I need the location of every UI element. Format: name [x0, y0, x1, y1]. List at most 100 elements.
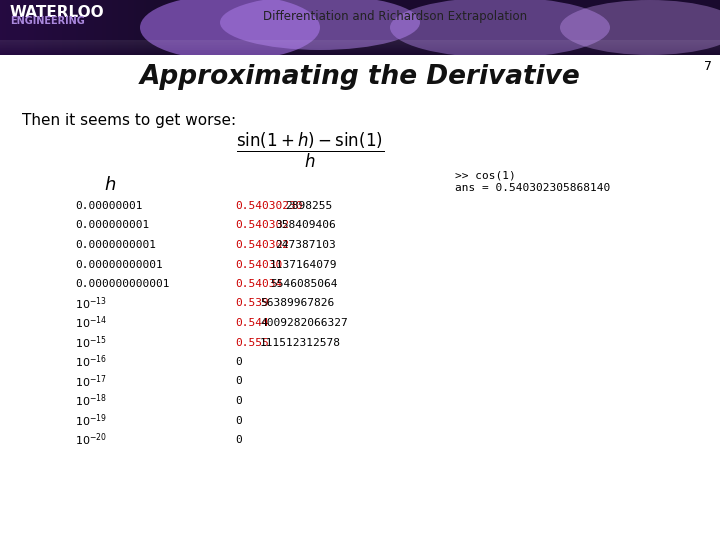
Text: $10^{-13}$: $10^{-13}$ — [75, 295, 107, 312]
Bar — [74, 0, 76, 55]
Bar — [148, 0, 150, 55]
Bar — [154, 0, 156, 55]
Bar — [0, 52, 720, 53]
Bar — [0, 43, 720, 44]
Bar — [52, 0, 54, 55]
Text: 0.54030230: 0.54030230 — [235, 201, 302, 211]
Text: 0.00000001: 0.00000001 — [75, 201, 143, 211]
Ellipse shape — [140, 0, 320, 60]
Text: 247387103: 247387103 — [275, 240, 336, 250]
Text: Then it seems to get worse:: Then it seems to get worse: — [22, 112, 236, 127]
Bar — [114, 0, 116, 55]
Bar — [94, 0, 96, 55]
Bar — [30, 0, 32, 55]
Text: ENGINEERING: ENGINEERING — [10, 16, 85, 26]
Bar — [128, 0, 130, 55]
Bar — [0, 49, 720, 50]
Bar — [8, 0, 10, 55]
Bar — [14, 0, 16, 55]
Text: $10^{-15}$: $10^{-15}$ — [75, 334, 107, 351]
Bar — [48, 0, 50, 55]
Bar — [64, 0, 66, 55]
Text: 0.544: 0.544 — [235, 318, 269, 328]
Bar — [10, 0, 12, 55]
Bar — [82, 0, 84, 55]
Bar — [68, 0, 70, 55]
Bar — [38, 0, 40, 55]
Bar — [98, 0, 100, 55]
Ellipse shape — [220, 0, 420, 50]
Bar — [66, 0, 68, 55]
Text: 0.000000000001: 0.000000000001 — [75, 279, 169, 289]
Text: 0: 0 — [235, 357, 242, 367]
Bar — [4, 0, 6, 55]
Text: $10^{-20}$: $10^{-20}$ — [75, 431, 107, 448]
Text: 0: 0 — [235, 415, 242, 426]
Bar — [36, 0, 38, 55]
Bar — [0, 55, 720, 540]
Bar — [50, 0, 52, 55]
Text: $10^{-14}$: $10^{-14}$ — [75, 315, 107, 332]
Bar — [152, 0, 154, 55]
Text: 0: 0 — [235, 376, 242, 387]
Bar — [146, 0, 148, 55]
Bar — [24, 0, 26, 55]
Bar — [118, 0, 120, 55]
Bar — [42, 0, 44, 55]
Bar — [104, 0, 106, 55]
Bar — [12, 0, 14, 55]
Text: 1137164079: 1137164079 — [270, 260, 338, 269]
Bar — [136, 0, 138, 55]
Bar — [88, 0, 90, 55]
Text: 0.555: 0.555 — [235, 338, 269, 348]
Text: $h$: $h$ — [104, 176, 116, 194]
Bar — [150, 0, 152, 55]
Bar — [0, 50, 720, 51]
Bar — [142, 0, 144, 55]
Bar — [130, 0, 132, 55]
Bar — [158, 0, 160, 55]
Text: $10^{-16}$: $10^{-16}$ — [75, 354, 107, 370]
Bar — [84, 0, 86, 55]
Bar — [0, 46, 720, 47]
Text: 0.00000000001: 0.00000000001 — [75, 260, 163, 269]
Text: WATERLOO: WATERLOO — [10, 5, 104, 20]
Bar — [96, 0, 98, 55]
Bar — [58, 0, 60, 55]
Text: 0: 0 — [235, 396, 242, 406]
Text: >> cos(1): >> cos(1) — [455, 170, 516, 180]
Text: $10^{-18}$: $10^{-18}$ — [75, 393, 107, 409]
Text: ans = 0.540302305868140: ans = 0.540302305868140 — [455, 183, 611, 193]
Bar — [140, 0, 142, 55]
Text: $\dfrac{\sin\!\left(1+h\right)-\sin\!\left(1\right)}{h}$: $\dfrac{\sin\!\left(1+h\right)-\sin\!\le… — [236, 130, 384, 170]
Bar — [102, 0, 104, 55]
Bar — [62, 0, 64, 55]
Bar — [32, 0, 34, 55]
Text: Approximating the Derivative: Approximating the Derivative — [140, 64, 580, 90]
Bar — [72, 0, 74, 55]
Text: 0.54030: 0.54030 — [235, 260, 282, 269]
Bar — [0, 48, 720, 49]
Text: 0.540302: 0.540302 — [235, 240, 289, 250]
Bar — [40, 0, 42, 55]
Bar — [60, 0, 62, 55]
Bar — [116, 0, 118, 55]
Bar — [134, 0, 136, 55]
Text: $10^{-17}$: $10^{-17}$ — [75, 373, 107, 390]
Text: 0.540302: 0.540302 — [235, 220, 289, 231]
Bar — [0, 44, 720, 45]
Text: 4009282066327: 4009282066327 — [260, 318, 348, 328]
Bar — [106, 0, 108, 55]
Bar — [0, 54, 720, 55]
Bar — [56, 0, 58, 55]
Text: 111512312578: 111512312578 — [260, 338, 341, 348]
Bar — [124, 0, 126, 55]
Text: 56389967826: 56389967826 — [260, 299, 334, 308]
Bar — [22, 0, 24, 55]
Bar — [144, 0, 146, 55]
Bar — [90, 0, 92, 55]
Bar — [80, 0, 82, 55]
Bar — [2, 0, 4, 55]
Text: 0.54034: 0.54034 — [235, 279, 282, 289]
Bar — [0, 45, 720, 46]
